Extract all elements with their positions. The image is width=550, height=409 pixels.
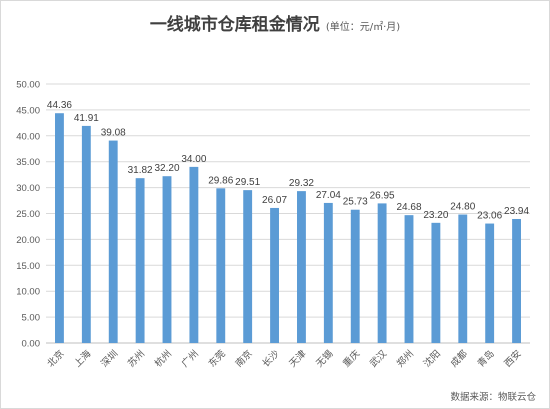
bar-3 (108, 140, 118, 343)
bar-2 (81, 125, 91, 344)
category-label: 青岛 (475, 348, 497, 370)
data-label: 23.94 (504, 206, 529, 217)
data-label: 41.91 (74, 113, 99, 124)
category-label: 郑州 (394, 348, 416, 370)
category-label: 广州 (179, 348, 201, 370)
bar-5 (162, 176, 172, 343)
category-label: 重庆 (340, 347, 362, 369)
data-source: 数据来源：物联云仓 (450, 392, 536, 403)
data-label: 24.80 (450, 202, 475, 213)
bar-18 (512, 218, 521, 343)
y-tick-label: 5.00 (22, 313, 41, 324)
y-tick-label: 20.00 (16, 235, 40, 246)
x-axis-categories: 北京 上海 深圳 苏州 杭州 广州 东莞 南京 长沙 天津 无锡 重庆 武汉 郑州 沈阳 成都 青岛 西安 (45, 347, 524, 369)
y-tick-label: 35.00 (16, 157, 40, 168)
data-label: 34.00 (181, 154, 206, 165)
y-axis-ticks: 0.00 5.00 10.00 15.00 20.00 25.00 30.00 35.00 40… (16, 80, 40, 350)
bar-9 (270, 207, 279, 343)
category-label: 杭州 (152, 348, 174, 370)
category-label: 深圳 (99, 348, 120, 369)
data-label: 31.82 (128, 165, 153, 176)
y-tick-label: 0.00 (22, 339, 41, 350)
bar-16 (458, 214, 468, 343)
y-tick-label: 30.00 (16, 183, 40, 194)
category-label: 南京 (233, 348, 255, 370)
bar-14 (404, 215, 414, 343)
data-label: 27.04 (316, 190, 341, 201)
bar-11 (323, 202, 333, 343)
category-label: 北京 (45, 348, 67, 370)
category-label: 长沙 (260, 347, 282, 369)
y-tick-label: 50.00 (16, 80, 40, 91)
data-label: 23.20 (423, 210, 448, 221)
gridlines (46, 83, 530, 344)
category-label: 无锡 (314, 348, 336, 370)
data-label: 25.73 (343, 197, 368, 208)
data-label: 39.08 (101, 128, 126, 139)
bar-6 (189, 166, 199, 343)
data-label: 44.36 (47, 100, 72, 111)
bar-7 (216, 188, 226, 343)
data-label: 29.86 (208, 175, 233, 186)
chart-subtitle: (单位：元/㎡·月) (325, 22, 401, 33)
data-label: 23.06 (477, 211, 502, 222)
bar-1 (55, 113, 64, 343)
bar-8 (243, 190, 253, 343)
bars (55, 113, 521, 344)
bar-13 (377, 203, 387, 343)
bar-4 (135, 178, 145, 343)
data-label: 26.07 (262, 195, 287, 206)
y-tick-label: 40.00 (16, 131, 40, 142)
chart-header: 一线城市仓库租金情况 (单位：元/㎡·月) (0, 10, 550, 35)
category-label: 东莞 (206, 347, 228, 369)
data-label: 29.51 (235, 177, 260, 188)
bar-10 (297, 191, 306, 343)
chart-title: 一线城市仓库租金情况 (149, 15, 320, 35)
category-label: 天津 (287, 348, 309, 370)
bar-15 (431, 222, 441, 343)
data-label: 24.68 (396, 202, 421, 213)
category-label: 西安 (502, 348, 524, 370)
y-tick-label: 25.00 (16, 209, 40, 220)
category-label: 上海 (72, 347, 94, 369)
bar-12 (350, 209, 360, 343)
data-label: 32.20 (154, 163, 179, 174)
bar-17 (485, 223, 495, 343)
data-label: 29.32 (289, 178, 314, 189)
y-tick-label: 10.00 (16, 287, 40, 298)
y-tick-label: 45.00 (16, 105, 40, 116)
category-label: 沈阳 (421, 348, 443, 370)
category-label: 武汉 (367, 347, 389, 369)
y-tick-label: 15.00 (16, 261, 40, 272)
category-label: 成都 (448, 347, 470, 369)
data-label: 26.95 (370, 190, 395, 201)
category-label: 苏州 (125, 348, 147, 370)
